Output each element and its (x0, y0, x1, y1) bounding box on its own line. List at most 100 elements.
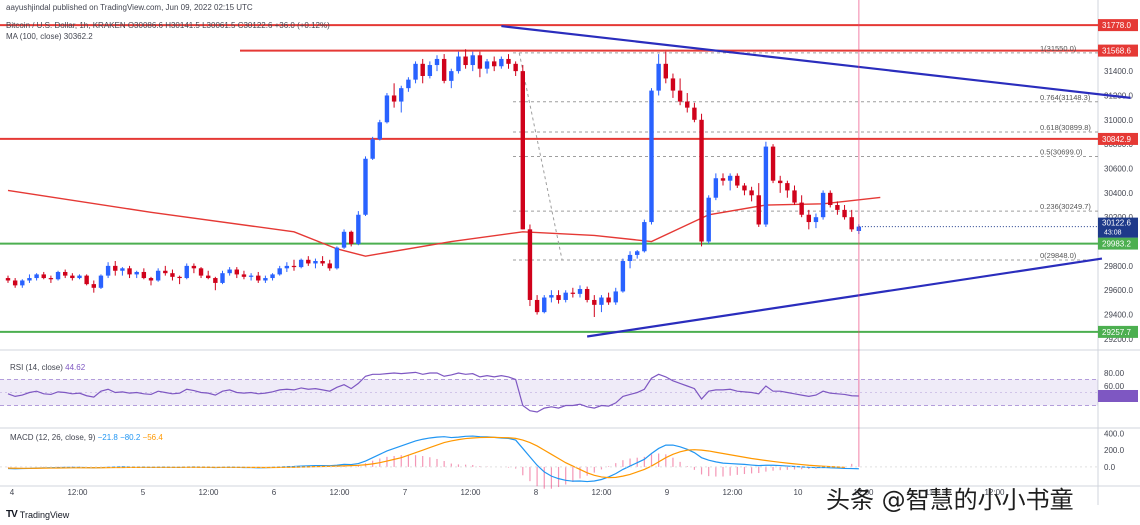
candle-body (105, 265, 111, 276)
candle-body (699, 119, 704, 242)
fib-level-label: 0(29848.0) (1040, 251, 1077, 260)
time-tick-label: 8 (534, 488, 539, 497)
candle-body (806, 214, 811, 223)
macd-value: −21.8 (98, 433, 120, 442)
time-tick-label: 7 (403, 488, 408, 497)
candle-body (34, 274, 39, 279)
candle-body (406, 79, 411, 89)
candle-body (785, 183, 790, 191)
time-tick-label: 10 (794, 488, 803, 497)
candle-body (685, 101, 690, 108)
candle-body (391, 95, 397, 102)
support-label: 29983.2 (1102, 240, 1131, 249)
candle-body (198, 268, 204, 276)
candle-body (742, 185, 747, 191)
candle-body (384, 95, 390, 123)
candle-body (656, 63, 661, 91)
candle-body (499, 58, 504, 67)
candle-body (770, 146, 776, 181)
candle-body (234, 269, 239, 275)
candle-body (48, 278, 54, 280)
candle-body (77, 275, 82, 279)
time-tick-label: 11 (925, 488, 934, 497)
candle-body (484, 61, 490, 69)
fib-level-label: 0.764(31148.3) (1040, 93, 1091, 102)
candle-body (549, 295, 554, 298)
ma-legend: MA (100, close) 30362.2 (6, 32, 93, 41)
candle-body (849, 217, 854, 230)
price-tick-label: 31000.0 (1104, 116, 1133, 125)
fib-level-label: 0.236(30249.7) (1040, 202, 1091, 211)
price-tick-label: 30400.0 (1104, 189, 1133, 198)
candle-body (356, 214, 361, 244)
candle-body (341, 231, 347, 248)
candle-body (263, 278, 268, 281)
macd-value: −80.2 (120, 433, 142, 442)
candle-body (113, 265, 118, 271)
candle-body (84, 275, 89, 285)
support-label: 29257.7 (1102, 328, 1131, 337)
candle-body (320, 261, 325, 264)
price-tick-label: 29200.0 (1104, 335, 1133, 344)
candle-body (399, 88, 404, 102)
candle-body (570, 292, 576, 294)
support-badge (1098, 325, 1138, 338)
tradingview-logo-icon: TV (6, 509, 18, 520)
candle-body (613, 291, 618, 303)
candle-body (291, 265, 297, 268)
rsi-label: RSI (14, close) 44.62 (10, 363, 86, 372)
candle-body (270, 274, 275, 279)
time-tick-label: 12:00 (67, 488, 88, 497)
fib-level-label: 0.5(30699.0) (1040, 147, 1083, 156)
fib-level-label: 1(31550.0) (1040, 44, 1077, 53)
ma100-line (7, 189, 881, 257)
rsi-line (7, 371, 859, 413)
candle-body (584, 289, 590, 300)
candle-body (599, 297, 604, 305)
candle-body (63, 271, 68, 276)
macd-tick-label: 200.0 (1104, 446, 1125, 455)
candle-body (713, 178, 719, 198)
price-tick-label: 31400.0 (1104, 67, 1133, 76)
candle-body (627, 254, 633, 262)
candle-body (620, 261, 626, 292)
candle-body (427, 65, 433, 76)
candle-body (792, 190, 797, 203)
candle-body (449, 71, 454, 81)
candle-body (470, 55, 475, 66)
fib-diagonal (518, 52, 563, 261)
current-price-label: 30122.6 (1102, 219, 1131, 228)
candle-body (370, 139, 375, 159)
resistance-badge (1098, 132, 1138, 145)
candle-body (563, 292, 568, 300)
candle-body (799, 202, 804, 215)
macd-line (7, 435, 859, 483)
candle-body (692, 107, 697, 120)
candle-body (349, 231, 354, 244)
resistance-badge (1098, 19, 1138, 32)
candle-body (284, 265, 290, 269)
resistance-label: 31778.0 (1102, 21, 1131, 30)
candle-body (492, 61, 497, 67)
candle-body (670, 78, 676, 91)
candle-body (663, 63, 668, 79)
candle-body (41, 274, 46, 279)
candle-body (542, 297, 547, 313)
candle-body (534, 299, 540, 313)
candle-body (191, 265, 197, 269)
candle-body (735, 175, 740, 186)
candle-body (327, 263, 332, 269)
candle-body (248, 275, 254, 277)
candle-body (306, 259, 311, 264)
support-badge (1098, 237, 1138, 250)
candle-body (170, 273, 175, 277)
rsi-value: 44.62 (65, 363, 86, 372)
candle-body (27, 278, 32, 281)
candle-body (749, 190, 754, 196)
candle-body (177, 276, 182, 279)
macd-value: −56.4 (143, 433, 164, 442)
candle-body (420, 63, 425, 76)
candle-body (463, 56, 468, 66)
